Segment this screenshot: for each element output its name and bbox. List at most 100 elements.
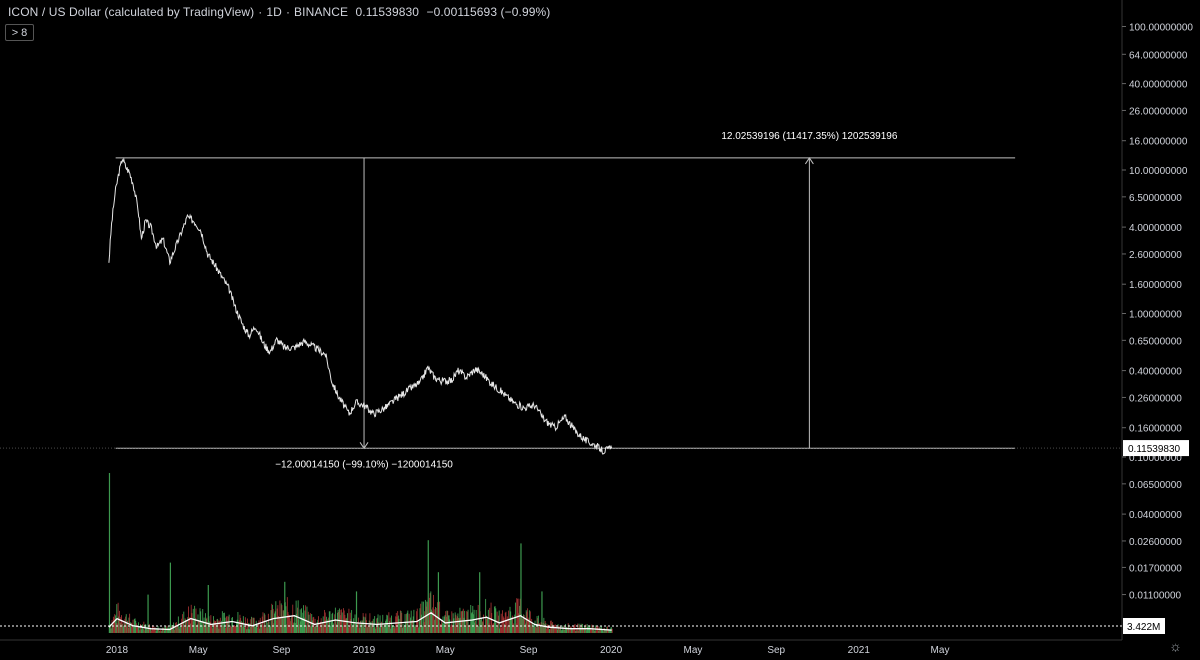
volume-spike-bar [437, 572, 440, 633]
volume-bar [471, 612, 473, 633]
volume-bar [468, 626, 470, 633]
volume-bar [452, 613, 454, 633]
volume-bar [596, 626, 598, 633]
volume-bar [234, 625, 236, 633]
volume-bar [277, 605, 279, 633]
price-tick-label: 0.06500000 [1129, 480, 1182, 491]
price-tick-label: 100.00000000 [1129, 23, 1193, 34]
volume-bar [462, 610, 464, 633]
volume-bar [364, 627, 365, 633]
volume-bar [236, 622, 238, 633]
volume-last-label: 3.422M [1127, 622, 1160, 633]
volume-bar [238, 621, 240, 633]
volume-bar [441, 620, 443, 633]
volume-bar [391, 625, 393, 633]
volume-bar [315, 625, 317, 633]
volume-bar [429, 597, 430, 633]
volume-bar [219, 620, 221, 633]
volume-bar [512, 623, 514, 633]
volume-bar [363, 616, 365, 633]
volume-bar [483, 614, 485, 633]
volume-bar [209, 621, 210, 633]
volume-bar [267, 622, 269, 633]
volume-bar [221, 620, 223, 633]
volume-bar [255, 620, 257, 633]
volume-bar [551, 623, 553, 633]
volume-bar [389, 617, 391, 633]
volume-spike-bar [284, 581, 286, 633]
volume-bar [432, 607, 434, 633]
volume-bar [326, 616, 328, 633]
volume-bar [163, 630, 165, 633]
volume-bar [152, 629, 154, 633]
volume-bar [332, 612, 334, 633]
volume-bar [517, 598, 519, 633]
volume-bar [543, 617, 545, 633]
volume-bar [361, 623, 363, 633]
volume-bar [390, 628, 392, 633]
volume-bar [244, 627, 246, 633]
volume-bar [436, 617, 438, 633]
volume-bar [140, 629, 142, 633]
volume-bar [226, 616, 228, 633]
volume-bar [218, 628, 220, 633]
volume-bar [187, 617, 189, 633]
volume-bar [601, 629, 603, 633]
volume-bar [144, 630, 145, 633]
volume-bar [600, 628, 602, 633]
volume-bar [533, 626, 535, 633]
volume-bar [476, 624, 478, 633]
volume-bar [113, 618, 115, 633]
volume-bar [340, 615, 342, 633]
volume-bar [584, 626, 586, 633]
volume-bar [493, 606, 495, 633]
volume-bar [431, 609, 432, 633]
volume-bar [313, 626, 315, 633]
volume-bar [510, 617, 512, 633]
volume-bar [328, 611, 330, 633]
volume-bar [403, 625, 405, 633]
symbol-title[interactable]: ICON / US Dollar (calculated by TradingV… [8, 5, 255, 19]
volume-bar [325, 620, 327, 633]
volume-bar [154, 628, 156, 633]
volume-bar [528, 617, 530, 633]
volume-bar [145, 624, 147, 633]
last-price-tag [1123, 440, 1189, 457]
volume-bar [576, 630, 578, 633]
volume-bar [504, 612, 506, 633]
volume-bar [380, 623, 382, 633]
volume-bar [441, 623, 443, 633]
volume-bar [525, 610, 527, 633]
separator: · [258, 5, 263, 19]
volume-bar [161, 628, 163, 633]
price-tick-label: 0.16000000 [1129, 424, 1182, 435]
volume-bar [362, 620, 363, 633]
volume-bar [200, 611, 202, 633]
volume-bar [522, 618, 524, 633]
interval[interactable]: 1D [266, 5, 282, 19]
volume-bar [344, 614, 346, 633]
volume-bar [202, 621, 204, 633]
volume-bar [186, 620, 187, 633]
volume-bar [276, 608, 278, 633]
volume-bar [222, 625, 224, 633]
volume-bar [403, 626, 405, 633]
volume-bar [458, 618, 460, 633]
volume-bar [531, 621, 533, 633]
gear-icon[interactable]: ☼ [1169, 638, 1182, 654]
volume-bar [307, 622, 309, 633]
volume-bar [475, 620, 476, 633]
volume-bar [312, 617, 314, 633]
volume-bar [293, 622, 295, 633]
volume-bar [130, 622, 132, 633]
volume-bar [304, 610, 306, 633]
volume-bar [477, 625, 478, 633]
volume-bar [389, 621, 390, 633]
volume-bar [354, 614, 356, 633]
volume-bar [299, 609, 301, 633]
volume-bar [485, 598, 487, 633]
volume-bar [256, 623, 258, 633]
indicators-toggle-button[interactable]: > 8 [5, 24, 34, 41]
volume-bar [558, 625, 560, 633]
